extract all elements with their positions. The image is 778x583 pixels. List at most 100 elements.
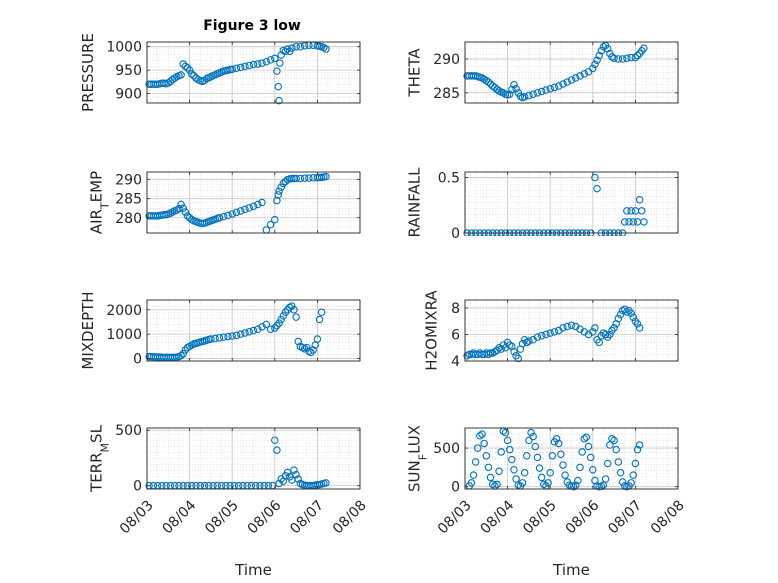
- data-point: [518, 479, 527, 487]
- x-tick-label: 08/04: [478, 497, 518, 537]
- data-point: [525, 436, 533, 445]
- data-point: [510, 80, 518, 89]
- axes-box: [464, 41, 679, 104]
- data-point: [245, 204, 253, 212]
- data-point: [537, 473, 546, 482]
- data-point: [183, 64, 192, 72]
- data-point: [610, 54, 618, 63]
- data-point: [527, 428, 535, 437]
- data-point: [478, 430, 486, 438]
- data-point: [484, 463, 493, 472]
- axes-box: [464, 299, 679, 362]
- data-point: [569, 482, 578, 491]
- data-point: [557, 450, 565, 459]
- data-point: [228, 210, 236, 218]
- y-tick-label: 280: [115, 211, 142, 227]
- data-point: [529, 432, 537, 441]
- data-point: [629, 218, 638, 226]
- data-point: [322, 479, 330, 487]
- data-point: [219, 212, 228, 221]
- data-point: [179, 60, 187, 68]
- y-tick-label: 500: [115, 423, 142, 439]
- data-point: [474, 444, 482, 452]
- data-point: [274, 191, 282, 199]
- data-point: [283, 468, 292, 477]
- data-point: [595, 338, 603, 347]
- data-point: [469, 471, 478, 479]
- y-axis-label: RAINFALL: [406, 167, 424, 238]
- data-point: [563, 322, 571, 331]
- data-point: [207, 335, 215, 343]
- data-point: [258, 323, 266, 331]
- data-point: [544, 479, 552, 487]
- data-point: [273, 321, 281, 330]
- data-point: [563, 78, 571, 86]
- data-point: [249, 326, 258, 335]
- data-point: [187, 70, 196, 78]
- data-point: [300, 42, 309, 50]
- data-point: [275, 187, 283, 195]
- data-point: [625, 218, 633, 226]
- data-point: [525, 337, 533, 345]
- y-axis-label: SUNFLUX: [406, 425, 430, 492]
- data-point: [548, 452, 557, 460]
- y-axis-label: H2OMIXRA: [423, 290, 441, 371]
- data-point: [572, 481, 580, 489]
- data-point: [567, 321, 576, 329]
- data-point: [610, 436, 618, 445]
- axes-box: [146, 299, 361, 362]
- data-point: [181, 208, 190, 216]
- data-point: [578, 448, 586, 456]
- data-point: [179, 349, 187, 358]
- y-axis-label: THETA: [406, 48, 424, 98]
- data-point: [631, 459, 640, 468]
- data-point: [550, 328, 559, 336]
- data-point: [271, 324, 279, 332]
- data-point: [614, 458, 623, 466]
- data-point: [482, 452, 491, 460]
- data-point: [277, 51, 285, 59]
- data-point: [514, 354, 522, 363]
- data-point: [559, 80, 567, 88]
- data-point: [275, 479, 283, 488]
- y-tick-label: 900: [115, 87, 142, 103]
- data-point: [546, 85, 554, 93]
- data-point: [627, 207, 635, 215]
- figure-title: Figure 3 low: [203, 18, 301, 34]
- data-point: [309, 346, 317, 354]
- data-point: [510, 347, 518, 356]
- data-point: [294, 475, 302, 483]
- panel-rainfall: 0 0.5 RAINFALL: [406, 167, 679, 242]
- panel-sun-flux: 0 500 08/03 08/04 08/05 08/06 08/07 08/08 Time SU…: [406, 425, 688, 579]
- data-point: [614, 55, 623, 63]
- data-point: [631, 53, 640, 62]
- data-point: [512, 85, 520, 93]
- axes-box: [464, 427, 679, 490]
- data-point: [302, 343, 311, 352]
- data-point: [591, 60, 599, 69]
- data-point: [271, 436, 279, 444]
- data-point: [627, 53, 635, 62]
- data-point: [274, 82, 282, 91]
- data-point: [190, 72, 198, 80]
- data-point: [277, 183, 285, 192]
- panel-theta: 285 290 THETA: [406, 41, 679, 104]
- data-point: [589, 328, 597, 336]
- data-point: [183, 212, 192, 220]
- y-tick-label: 0: [451, 480, 460, 496]
- data-point: [518, 340, 527, 348]
- data-point: [275, 319, 283, 327]
- data-point: [288, 302, 296, 310]
- data-point: [486, 349, 495, 357]
- data-point: [635, 324, 644, 332]
- data-point: [236, 330, 245, 338]
- data-point: [559, 461, 567, 469]
- data-point: [245, 61, 253, 70]
- data-point: [192, 74, 200, 82]
- axes-box: [146, 171, 361, 234]
- data-point: [523, 452, 531, 460]
- x-tick-label: 08/06: [245, 497, 285, 537]
- data-point: [283, 45, 292, 53]
- data-point: [618, 478, 627, 486]
